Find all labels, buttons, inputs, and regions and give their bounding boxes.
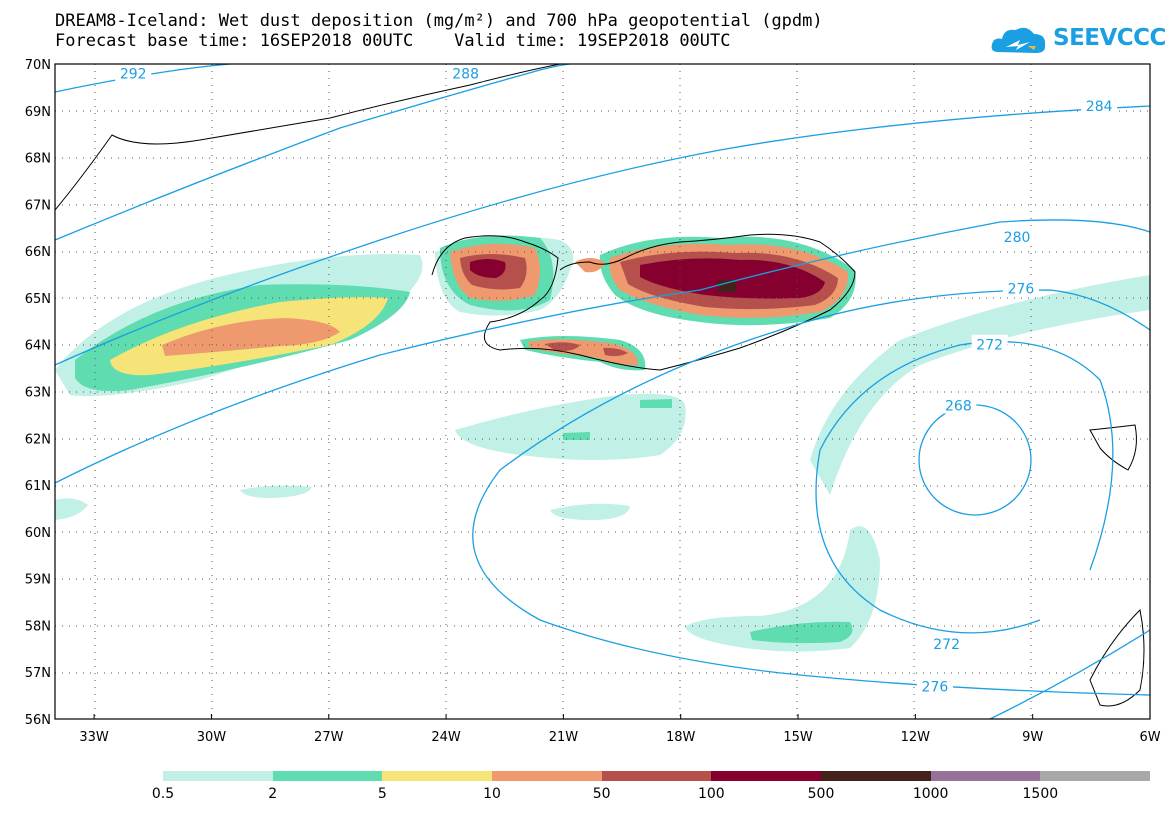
lat-label: 59N [25, 573, 51, 588]
legend-label: 2 [268, 786, 278, 802]
contour-label: 272 [933, 637, 960, 653]
legend-swatch [930, 771, 1041, 781]
latitude-labels: 70N 69N 68N 67N 66N 65N 64N 63N 62N 61N 60N 59N 58N 5… [25, 58, 51, 728]
contour-label-bg [115, 63, 152, 82]
lat-label: 57N [25, 666, 51, 681]
lon-label: 12W [901, 730, 931, 745]
lon-label: 30W [197, 730, 227, 745]
lat-label: 64N [25, 339, 51, 354]
lon-label: 24W [431, 730, 461, 745]
cloud-logo-icon [991, 27, 1046, 53]
contour-label: 268 [945, 399, 972, 415]
coastline [55, 64, 1145, 707]
lat-label: 69N [25, 105, 51, 120]
contour-label: 276 [1008, 282, 1035, 298]
legend-label: 0.5 [151, 786, 175, 802]
contour-labels: 292 288 284 280 276 272 268 272 276 [115, 63, 1118, 695]
lat-label: 68N [25, 152, 51, 167]
contour-label-bg [971, 334, 1008, 353]
title-line-2: Forecast base time: 16SEP2018 00UTC Vali… [55, 31, 731, 51]
contour-label-bg [940, 395, 977, 414]
lon-label: 18W [666, 730, 696, 745]
legend-label: 1000 [912, 786, 949, 802]
lat-label: 56N [25, 713, 51, 728]
contour-label: 280 [1004, 230, 1031, 246]
legend-swatch [492, 771, 602, 781]
lat-label: 62N [25, 432, 51, 447]
legend-swatch [272, 771, 383, 781]
lon-label: 6W [1139, 730, 1160, 745]
contour-label-bg [1081, 96, 1118, 115]
lat-label: 66N [25, 245, 51, 260]
legend-colorbar [163, 771, 1151, 781]
contour-label-bg [1002, 278, 1039, 297]
lon-label: 33W [79, 730, 109, 745]
legend-swatch [601, 771, 712, 781]
legend-swatch [821, 771, 931, 781]
lat-label: 60N [25, 526, 51, 541]
contour-label: 276 [922, 679, 949, 695]
lat-label: 65N [25, 292, 51, 307]
map-frame [54, 63, 1151, 720]
legend-swatch [1040, 771, 1151, 781]
legend-swatch [163, 771, 273, 781]
contour-label: 292 [120, 66, 147, 82]
lon-label: 15W [783, 730, 813, 745]
lon-label: 9W [1022, 730, 1043, 745]
lat-label: 70N [25, 58, 51, 73]
contour-label: 288 [452, 66, 479, 82]
contour-label: 284 [1086, 99, 1113, 115]
lon-label: 21W [549, 730, 579, 745]
lat-label: 61N [25, 479, 51, 494]
lat-label: 67N [25, 198, 51, 213]
legend-label: 10 [483, 786, 501, 802]
legend-swatch [382, 771, 493, 781]
legend-label: 1500 [1022, 786, 1059, 802]
contour-label-bg [999, 227, 1036, 246]
legend-swatch [711, 771, 822, 781]
lat-label: 58N [25, 619, 51, 634]
geopotential-contours [55, 64, 1150, 719]
legend-label: 5 [377, 786, 387, 802]
dust-deposition-layer [55, 235, 1150, 652]
title-line-1: DREAM8-Iceland: Wet dust deposition (mg/… [55, 11, 823, 31]
contour-label-bg [447, 63, 484, 82]
lon-label: 27W [314, 730, 344, 745]
longitude-labels: 33W 30W 27W 24W 21W 18W 15W 12W 9W 6W [79, 714, 1161, 745]
grid-lines [55, 64, 1150, 719]
legend-label: 50 [592, 786, 611, 802]
legend-label: 100 [697, 786, 725, 802]
contour-label: 272 [976, 338, 1003, 354]
lat-label: 63N [25, 386, 51, 401]
logo-text: SEEVCCC [1053, 25, 1166, 51]
contour-label-bg [928, 634, 965, 653]
legend-label: 500 [807, 786, 835, 802]
contour-label-bg [916, 676, 953, 695]
